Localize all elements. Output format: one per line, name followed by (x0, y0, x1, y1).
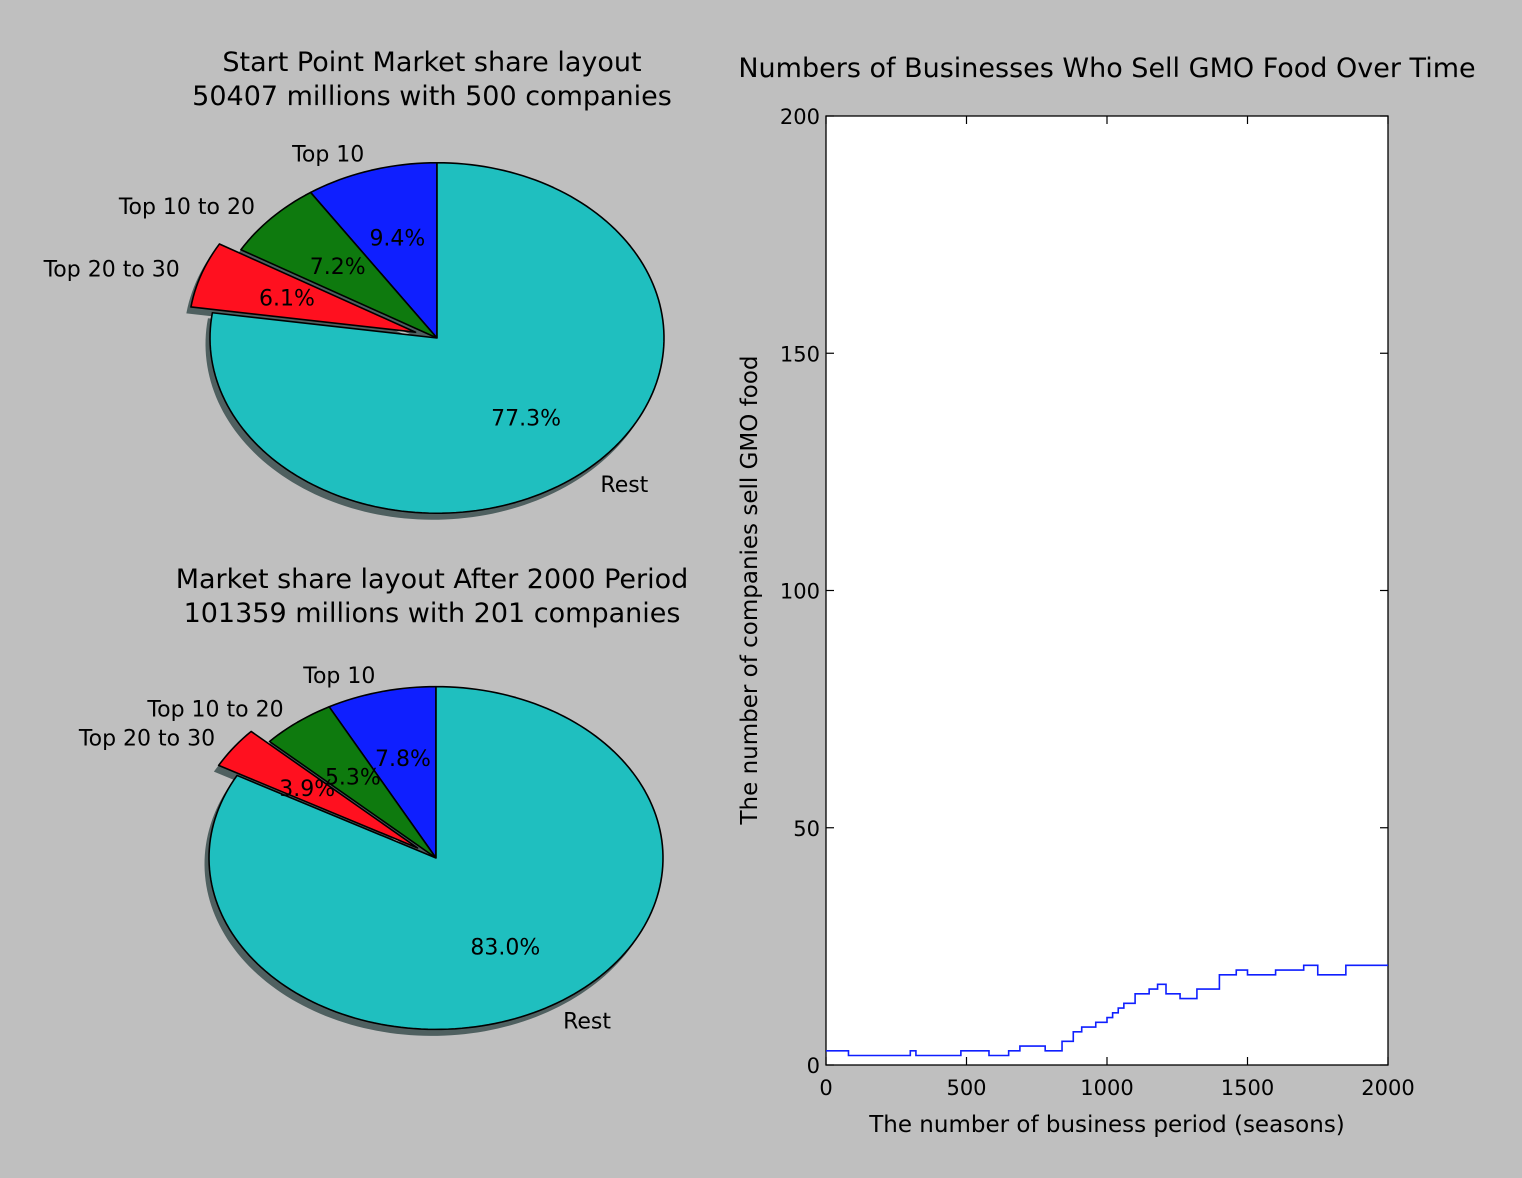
plot-area (825, 115, 1389, 1066)
x-axis-label: The number of business period (seasons) (868, 1112, 1345, 1138)
pie-chart-start: Start Point Market share layout 50407 mi… (43, 47, 672, 520)
pie1-pct-rest: 77.3% (491, 407, 561, 432)
pie1-pct-top-10: 9.4% (369, 226, 425, 251)
pie1-slice-top-10 (309, 161, 438, 339)
pie2-pct-top-10: 7.8% (375, 747, 431, 772)
pie1-title-line1: Start Point Market share layout (222, 47, 641, 78)
y-tick-label-150: 150 (780, 342, 820, 366)
pie-chart-after: Market share layout After 2000 Period 10… (78, 564, 689, 1036)
pie2-slice-top-20-to-30 (217, 730, 419, 849)
line-chart-title: Numbers of Businesses Who Sell GMO Food … (738, 53, 1475, 84)
y-axis-label: The number of companies sell GMO food (737, 355, 763, 825)
pie2-pct-rest: 83.0% (470, 936, 540, 961)
y-tick-label-0: 0 (807, 1054, 820, 1078)
pie2-slice-rest (208, 685, 664, 1031)
pie1-label-top-10-to-20: Top 10 to 20 (118, 195, 255, 220)
pie1-label-rest: Rest (600, 473, 648, 498)
pie2-title-line1: Market share layout After 2000 Period (176, 564, 689, 595)
pie1-pct-top-20-to-30: 6.1% (259, 287, 315, 312)
x-tick-label-1000: 1000 (1080, 1076, 1133, 1100)
pie1-slice-top-10-to-20 (240, 191, 438, 339)
pie1-slice-top-20-to-30 (190, 243, 417, 334)
x-tick-label-1500: 1500 (1221, 1076, 1274, 1100)
x-tick-label-500: 500 (946, 1076, 986, 1100)
series-line (826, 964, 1388, 1057)
pie2-label-rest: Rest (563, 1009, 611, 1034)
pie2-pct-top-10-to-20: 5.3% (325, 766, 381, 791)
x-tick-label-2000: 2000 (1361, 1076, 1414, 1100)
pie1-pct-top-10-to-20: 7.2% (310, 255, 366, 280)
pie2-label-top-10: Top 10 (302, 664, 375, 689)
pie2-label-top-10-to-20: Top 10 to 20 (146, 698, 283, 723)
pie2-slice-top-10 (328, 685, 437, 859)
pie1-slice-rest (209, 161, 665, 515)
pie2-label-top-20-to-30: Top 20 to 30 (78, 727, 215, 752)
y-tick-label-50: 50 (793, 817, 820, 841)
y-tick-label-100: 100 (780, 580, 820, 604)
pie2-title-line2: 101359 millions with 201 companies (184, 598, 681, 629)
x-tick-label-0: 0 (819, 1076, 832, 1100)
pie2-pct-top-20-to-30: 3.9% (279, 777, 335, 802)
pie2-slice-top-10-to-20 (268, 705, 437, 859)
pie1-label-top-20-to-30: Top 20 to 30 (43, 258, 180, 283)
line-chart-gmo-businesses: Numbers of Businesses Who Sell GMO Food … (737, 53, 1476, 1138)
pie1-title-line2: 50407 millions with 500 companies (192, 81, 672, 112)
y-tick-label-200: 200 (780, 105, 820, 129)
pie1-label-top-10: Top 10 (291, 143, 364, 168)
